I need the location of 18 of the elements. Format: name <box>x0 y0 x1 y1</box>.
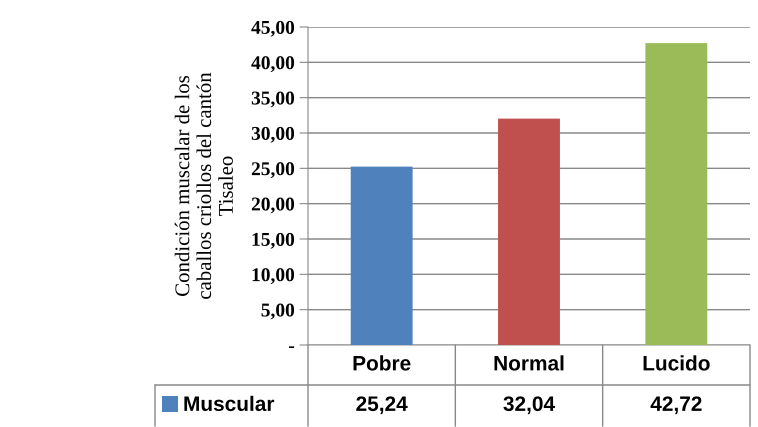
y-tick-label: - <box>289 346 294 348</box>
x-tick-label: Lucido <box>644 355 710 371</box>
y-tick-label: 10,00 <box>252 268 294 284</box>
data-label: 42,72 <box>650 396 702 414</box>
y-tick-label: 35,00 <box>252 91 294 108</box>
y-tick-label: 25,00 <box>252 162 294 178</box>
y-tick-label: 20,00 <box>252 197 294 214</box>
y-axis-title: Condición muscalar de los caballos criollos del cantón Tisaleo <box>174 72 233 299</box>
x-tick-label: Normal <box>494 355 564 371</box>
y-tick-label: 5,00 <box>262 303 294 320</box>
y-tick-label: 40,00 <box>251 56 294 72</box>
data-label: 25,24 <box>356 396 408 414</box>
y-tick-label: 15,00 <box>252 232 294 249</box>
y-tick-label: 45,00 <box>251 20 294 37</box>
y-tick-label: 30,00 <box>252 126 294 143</box>
x-tick-label: Pobre <box>354 355 410 371</box>
data-label: 32,04 <box>503 396 555 414</box>
legend-label: Muscular <box>184 396 274 412</box>
